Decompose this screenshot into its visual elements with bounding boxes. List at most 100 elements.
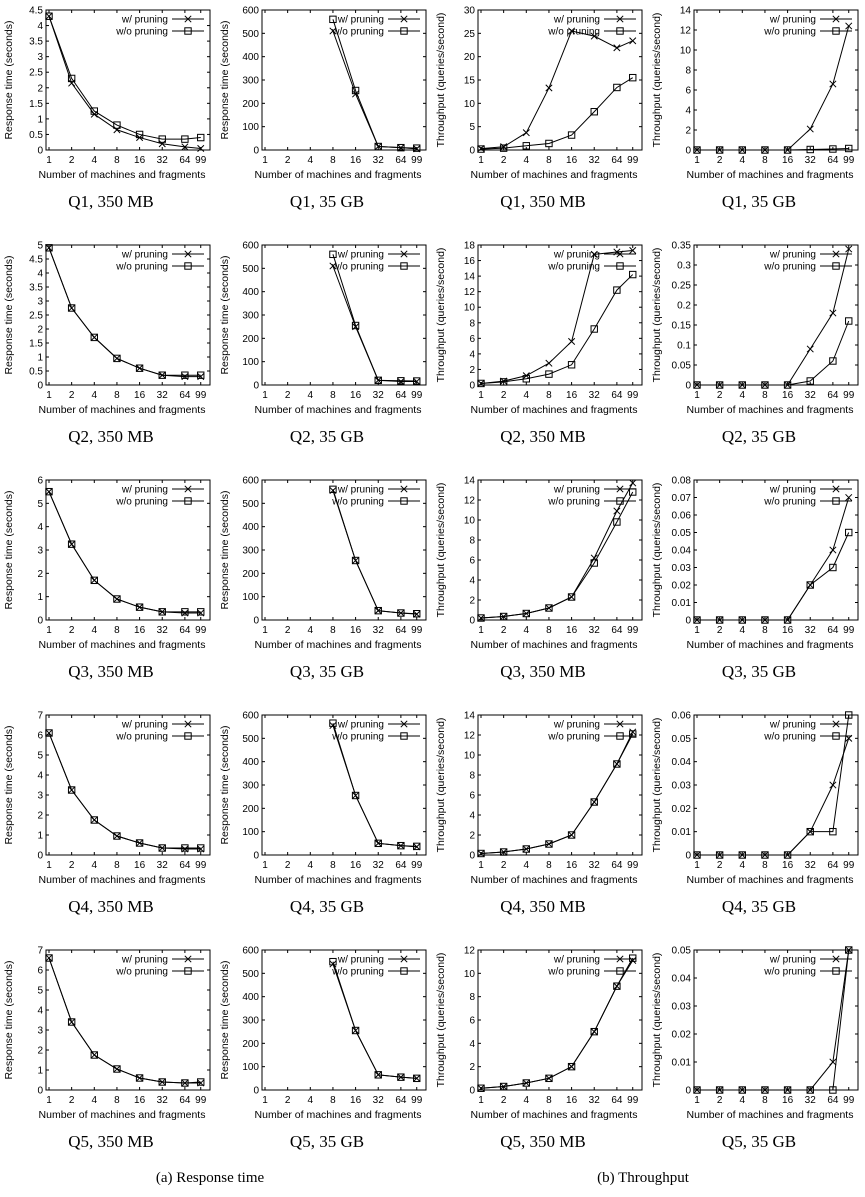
legend-marker: [616, 955, 624, 963]
square-point: [567, 131, 576, 139]
legend-marker: [400, 15, 408, 23]
y-tick-label: 1: [37, 1066, 43, 1077]
y-tick-label: 10: [464, 99, 476, 110]
x-axis-label: Number of machines and fragments: [687, 169, 854, 181]
square-point: [715, 146, 724, 154]
chart-caption: Q1, 35 GB: [721, 192, 797, 211]
series-line: [480, 77, 633, 150]
y-tick-label: 4.5: [29, 6, 43, 17]
x-tick-label: 8: [330, 625, 336, 636]
series-wo-pruning: [45, 12, 205, 143]
square-point: [629, 73, 637, 82]
y-tick-label: 0.2: [677, 301, 691, 312]
x-point: [829, 309, 837, 317]
legend-marker: [184, 15, 192, 23]
y-tick-label: 600: [242, 241, 259, 252]
x-tick-label: 64: [179, 860, 191, 871]
legend-marker: [832, 732, 840, 740]
x-tick-label: 16: [350, 625, 362, 636]
x-point: [113, 126, 121, 134]
square-point: [113, 1065, 121, 1073]
square-point: [545, 1074, 553, 1083]
chart-panel: 0 0.5 1 1.5 2 2.5 3 3.5 4 4.5 5 1 2 4 8 16 32 64 99 Number …: [0, 235, 216, 470]
legend-marker: [400, 955, 408, 963]
series-w-pruning: [693, 493, 853, 624]
x-axis-label: Number of machines and fragments: [471, 639, 638, 651]
x-tick-label: 1: [694, 1095, 700, 1106]
x-tick-label: 2: [717, 860, 723, 871]
chart-svg: 0 0.5 1 1.5 2 2.5 3 3.5 4 4.5 5 1 2 4 8 16 32 64 99 Number …: [3, 241, 211, 416]
x-point: [329, 960, 337, 968]
y-axis-label: Throughput (queries/second): [435, 718, 447, 853]
x-point: [568, 27, 576, 35]
series-line: [697, 25, 850, 151]
square-point: [715, 851, 724, 859]
square-point: [413, 144, 421, 152]
x-tick-label: 4: [524, 860, 530, 871]
legend-label: w/o pruning: [115, 967, 168, 978]
x-axis-label: Number of machines and fragments: [255, 404, 422, 416]
y-tick-label: 0: [37, 616, 43, 627]
x-tick-label: 1: [694, 155, 700, 166]
x-axis-label: Number of machines and fragments: [39, 404, 206, 416]
x-tick-label: 32: [805, 625, 817, 636]
x-tick-label: 32: [589, 860, 601, 871]
square-point: [67, 786, 76, 794]
square-point: [181, 608, 189, 616]
y-tick-label: 12: [464, 496, 476, 507]
series-w-pruning: [329, 27, 421, 153]
series-wo-pruning: [693, 144, 853, 154]
series-wo-pruning: [45, 487, 205, 616]
legend-marker: [832, 967, 840, 975]
series-wo-pruning: [693, 946, 853, 1094]
x-tick-label: 4: [308, 155, 314, 166]
square-point: [715, 616, 724, 624]
y-tick-label: 4: [469, 1039, 475, 1050]
square-point: [67, 540, 76, 548]
y-tick-label: 5: [37, 241, 43, 252]
series-wo-pruning: [477, 270, 637, 388]
x-point: [806, 345, 814, 353]
y-tick-label: 25: [464, 29, 476, 40]
x-tick-label: 8: [330, 390, 336, 401]
y-tick-label: 200: [242, 334, 259, 345]
legend-label: w/o pruning: [115, 732, 168, 743]
square-point: [715, 1086, 724, 1094]
series-line: [332, 961, 417, 1079]
y-tick-label: 0.01: [672, 598, 692, 609]
x-axis-label: Number of machines and fragments: [255, 874, 422, 886]
y-tick-label: 4: [685, 106, 691, 117]
y-tick-label: 0.05: [672, 946, 692, 957]
square-point: [545, 840, 553, 848]
series-w-pruning: [477, 246, 637, 387]
square-point: [397, 1073, 405, 1081]
legend-label: w/o pruning: [547, 732, 600, 743]
x-tick-label: 2: [69, 155, 75, 166]
x-tick-label: 64: [611, 1095, 623, 1106]
x-point: [329, 721, 337, 730]
y-tick-label: 6: [37, 731, 43, 742]
square-point: [499, 848, 508, 856]
x-tick-label: 4: [308, 390, 314, 401]
series-wo-pruning: [329, 15, 421, 152]
square-point: [806, 377, 814, 385]
x-tick-label: 99: [195, 155, 207, 166]
series-line: [48, 16, 201, 149]
y-tick-label: 2: [469, 365, 475, 376]
chart-caption: Q3, 350 MB: [500, 662, 586, 681]
square-point: [845, 144, 853, 153]
y-axis-label: Response time (seconds): [219, 960, 231, 1079]
y-tick-label: 200: [242, 804, 259, 815]
legend-marker: [616, 497, 624, 505]
square-point: [567, 593, 576, 601]
square-point: [374, 1071, 382, 1079]
y-tick-label: 200: [242, 99, 259, 110]
chart-caption: Q2, 350 MB: [500, 427, 586, 446]
x-tick-label: 99: [627, 625, 639, 636]
square-point: [715, 381, 724, 389]
x-axis-label: Number of machines and fragments: [471, 874, 638, 886]
